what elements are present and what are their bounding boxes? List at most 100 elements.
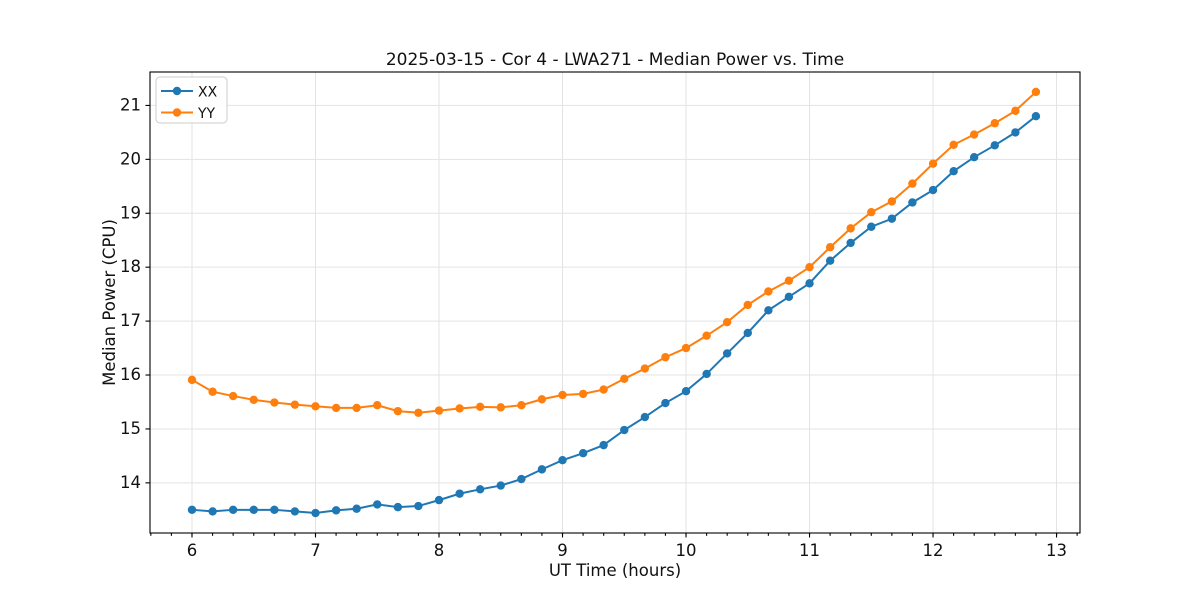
- data-point-xx: [784, 292, 794, 302]
- data-point-yy: [290, 400, 300, 409]
- data-point-yy: [887, 197, 897, 206]
- data-point-yy: [455, 404, 464, 413]
- data-point-xx: [661, 398, 670, 408]
- data-point-xx: [990, 141, 999, 150]
- data-point-yy: [661, 353, 670, 362]
- y-tick-label: 17: [120, 311, 141, 330]
- data-point-xx: [599, 440, 608, 450]
- data-point-xx: [228, 505, 238, 515]
- data-series: [187, 87, 1041, 518]
- data-point-xx: [640, 412, 650, 422]
- y-axis-label: Median Power (CPU): [100, 219, 119, 386]
- data-point-xx: [393, 502, 403, 512]
- data-point-yy: [537, 395, 547, 404]
- data-point-xx: [352, 504, 361, 513]
- data-point-yy: [969, 130, 979, 139]
- data-point-yy: [908, 179, 917, 188]
- series-line-xx: [191, 115, 1037, 515]
- data-point-yy: [681, 343, 691, 353]
- data-point-yy: [414, 408, 423, 417]
- data-point-yy: [393, 406, 403, 416]
- data-point-yy: [825, 243, 835, 252]
- data-point-xx: [475, 485, 485, 494]
- data-point-yy: [496, 403, 505, 412]
- x-axis-label: UT Time (hours): [549, 561, 681, 580]
- data-point-xx: [270, 505, 279, 515]
- data-point-yy: [208, 387, 217, 396]
- data-point-xx: [290, 507, 300, 516]
- data-point-yy: [805, 262, 814, 272]
- legend: XX YY: [155, 76, 228, 124]
- data-point-yy: [784, 276, 794, 285]
- x-tick-label: 13: [1046, 541, 1067, 560]
- data-point-xx: [187, 505, 197, 515]
- data-point-xx: [620, 425, 629, 435]
- chart-title: 2025-03-15 - Cor 4 - LWA271 - Median Pow…: [386, 50, 844, 70]
- data-point-yy: [517, 401, 526, 410]
- data-point-xx: [928, 185, 938, 195]
- data-point-yy: [578, 389, 588, 399]
- data-point-xx: [949, 167, 958, 176]
- data-point-xx: [867, 222, 876, 231]
- data-point-yy: [475, 402, 485, 412]
- data-point-xx: [414, 501, 423, 511]
- x-tick-label: 8: [434, 541, 445, 560]
- data-point-xx: [517, 474, 526, 484]
- data-point-yy: [764, 287, 773, 296]
- y-tick-label: 19: [120, 203, 141, 222]
- data-point-yy: [743, 300, 752, 310]
- x-tick-label: 11: [799, 541, 820, 560]
- x-tick-label: 12: [923, 541, 944, 560]
- y-tick-label: 15: [120, 419, 141, 438]
- data-point-yy: [867, 207, 876, 217]
- data-point-xx: [537, 465, 547, 474]
- x-tick-label: 7: [310, 541, 321, 560]
- y-tick-label: 18: [120, 257, 141, 276]
- x-tick-label: 9: [557, 541, 568, 560]
- data-point-yy: [702, 331, 711, 340]
- data-point-yy: [228, 391, 238, 401]
- data-point-yy: [331, 403, 341, 413]
- legend-label-xx: XX: [198, 85, 218, 101]
- data-point-yy: [187, 375, 197, 385]
- grid-lines: [150, 72, 1080, 533]
- legend-marker-yy: [172, 108, 182, 117]
- legend-label-yy: YY: [197, 106, 216, 122]
- data-point-xx: [743, 328, 752, 338]
- y-tick-label: 20: [120, 149, 141, 168]
- data-point-yy: [270, 398, 279, 407]
- data-point-xx: [764, 306, 773, 315]
- x-tick-label: 6: [187, 541, 198, 560]
- data-point-yy: [990, 119, 999, 128]
- y-tick-label: 21: [120, 95, 141, 114]
- data-point-yy: [722, 317, 732, 327]
- data-point-xx: [969, 152, 979, 162]
- data-point-xx: [434, 495, 444, 505]
- data-point-yy: [352, 403, 361, 413]
- x-tick-label: 10: [676, 541, 697, 560]
- data-point-xx: [681, 386, 691, 396]
- data-point-yy: [846, 224, 855, 233]
- data-point-xx: [331, 506, 341, 515]
- y-tick-label: 14: [120, 473, 141, 492]
- data-point-yy: [434, 406, 444, 415]
- data-point-yy: [599, 385, 608, 394]
- data-point-xx: [455, 489, 464, 498]
- data-point-yy: [249, 395, 258, 405]
- series-line-yy: [191, 91, 1037, 414]
- data-point-yy: [1031, 87, 1041, 97]
- axis-ticks: 6 7 8 9 10 11 12 13 14 15 16 17 18 19 20 21: [120, 95, 1078, 560]
- data-point-xx: [311, 508, 320, 518]
- data-point-xx: [908, 198, 917, 207]
- data-point-xx: [846, 238, 855, 248]
- y-tick-label: 16: [120, 365, 141, 384]
- data-point-yy: [311, 402, 320, 411]
- data-point-yy: [558, 390, 567, 400]
- data-point-yy: [620, 374, 629, 383]
- data-point-xx: [558, 456, 567, 465]
- legend-marker-xx: [172, 86, 182, 96]
- data-point-xx: [373, 500, 382, 509]
- data-point-xx: [578, 449, 588, 458]
